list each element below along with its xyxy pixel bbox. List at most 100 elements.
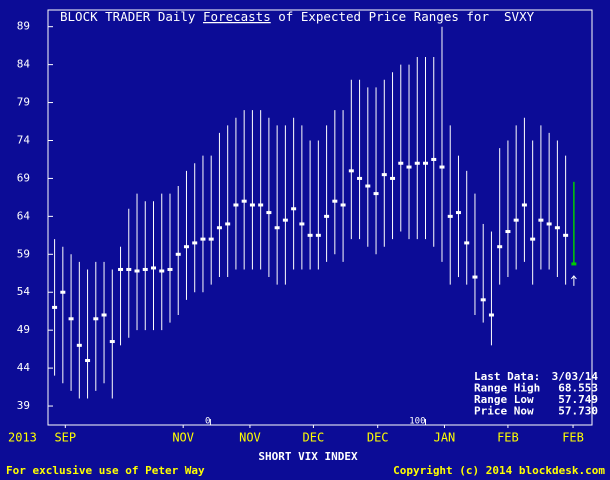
price-mark bbox=[521, 203, 527, 207]
price-mark bbox=[563, 233, 569, 237]
price-mark bbox=[167, 267, 173, 271]
price-mark bbox=[200, 237, 206, 241]
price-mark bbox=[348, 169, 354, 173]
price-mark bbox=[299, 222, 305, 226]
price-mark bbox=[291, 207, 297, 211]
price-mark bbox=[373, 192, 379, 196]
plot-frame bbox=[47, 9, 593, 426]
price-mark bbox=[126, 267, 132, 271]
price-mark bbox=[365, 184, 371, 188]
price-mark bbox=[538, 218, 544, 222]
price-mark bbox=[85, 359, 91, 363]
info-value: 57.749 bbox=[558, 393, 598, 406]
price-mark bbox=[340, 203, 346, 207]
price-mark bbox=[68, 317, 74, 321]
price-mark bbox=[423, 161, 429, 165]
price-mark bbox=[101, 313, 107, 317]
footer-right: Copyright (c) 2014 blockdesk.com bbox=[393, 464, 605, 477]
price-mark bbox=[159, 269, 165, 273]
price-mark bbox=[118, 267, 124, 271]
price-mark bbox=[225, 222, 231, 226]
price-mark bbox=[398, 161, 404, 165]
price-mark bbox=[324, 214, 330, 218]
price-mark bbox=[233, 203, 239, 207]
price-mark bbox=[266, 211, 272, 215]
title-part: of Expected Price Ranges for SVXY bbox=[271, 9, 535, 24]
y-tick-label: 74 bbox=[17, 133, 31, 146]
x-tick-label: DEC bbox=[367, 431, 389, 445]
info-value: 3/03/14 bbox=[552, 370, 599, 383]
price-mark bbox=[390, 176, 396, 180]
info-value: 68.553 bbox=[558, 382, 598, 395]
price-mark bbox=[192, 241, 198, 245]
price-mark bbox=[488, 313, 494, 317]
footer-left: For exclusive use of Peter Way bbox=[6, 464, 205, 477]
price-mark bbox=[109, 340, 115, 344]
price-mark bbox=[142, 267, 148, 271]
price-mark bbox=[505, 230, 511, 234]
x-tick-label: FEB bbox=[497, 431, 519, 445]
price-mark bbox=[315, 233, 321, 237]
x-tick-label: FEB bbox=[562, 431, 584, 445]
price-mark bbox=[455, 211, 461, 215]
price-mark bbox=[134, 269, 140, 273]
info-label: Price Now bbox=[474, 405, 534, 418]
price-mark bbox=[249, 203, 255, 207]
price-mark bbox=[497, 245, 503, 249]
price-mark bbox=[76, 343, 82, 347]
price-mark bbox=[439, 165, 445, 169]
price-mark bbox=[216, 226, 222, 230]
title-part: Forecasts bbox=[203, 9, 271, 24]
y-tick-label: 54 bbox=[17, 285, 31, 298]
year-label: 2013 bbox=[8, 431, 37, 445]
marker-label: 0 bbox=[205, 417, 210, 427]
price-mark bbox=[571, 262, 577, 266]
price-mark bbox=[52, 305, 58, 309]
title-part: BLOCK TRADER Daily bbox=[60, 9, 203, 24]
price-mark bbox=[307, 233, 313, 237]
price-mark bbox=[513, 218, 519, 222]
price-mark bbox=[480, 298, 486, 302]
info-label: Range High bbox=[474, 382, 540, 395]
price-mark bbox=[406, 165, 412, 169]
price-mark bbox=[381, 173, 387, 177]
y-tick-label: 84 bbox=[17, 58, 31, 71]
price-mark bbox=[447, 214, 453, 218]
price-mark bbox=[241, 199, 247, 203]
x-tick-label: NOV bbox=[239, 431, 261, 445]
price-mark bbox=[151, 266, 157, 270]
y-tick-label: 79 bbox=[17, 96, 30, 109]
x-axis-label: SHORT VIX INDEX bbox=[258, 450, 358, 463]
y-tick-label: 69 bbox=[17, 171, 30, 184]
info-label: Range Low bbox=[474, 393, 534, 406]
price-mark bbox=[208, 237, 214, 241]
price-mark bbox=[175, 252, 181, 256]
info-label: Last Data: bbox=[474, 370, 540, 383]
x-tick-label: NOV bbox=[172, 431, 194, 445]
price-mark bbox=[472, 275, 478, 279]
price-mark bbox=[414, 161, 420, 165]
y-tick-label: 89 bbox=[17, 20, 30, 33]
price-mark bbox=[258, 203, 264, 207]
price-mark bbox=[332, 199, 338, 203]
price-mark bbox=[183, 245, 189, 249]
price-mark bbox=[274, 226, 280, 230]
marker-label: 100 bbox=[409, 417, 425, 427]
price-mark bbox=[546, 222, 552, 226]
price-mark bbox=[431, 157, 437, 161]
x-tick-label: JAN bbox=[434, 431, 456, 445]
price-mark bbox=[554, 226, 560, 230]
arrow bbox=[570, 275, 577, 286]
x-tick-label: DEC bbox=[303, 431, 325, 445]
price-mark bbox=[530, 237, 536, 241]
price-mark bbox=[282, 218, 288, 222]
y-tick-label: 59 bbox=[17, 247, 30, 260]
price-mark bbox=[93, 317, 99, 321]
y-tick-label: 39 bbox=[17, 399, 30, 412]
price-mark bbox=[357, 176, 363, 180]
price-mark bbox=[464, 241, 470, 245]
chart-title: BLOCK TRADER Daily Forecasts of Expected… bbox=[60, 9, 535, 24]
y-tick-label: 44 bbox=[17, 361, 31, 374]
info-value: 57.730 bbox=[558, 405, 598, 418]
